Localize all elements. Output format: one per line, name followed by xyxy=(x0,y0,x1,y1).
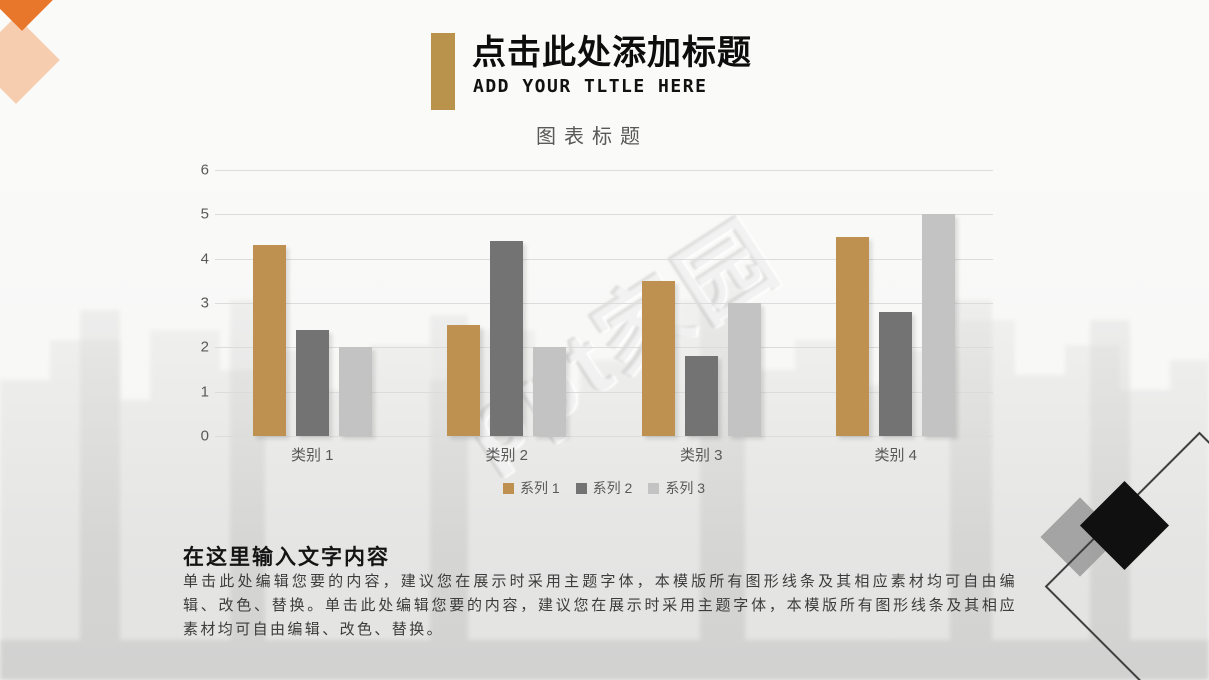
body-heading[interactable]: 在这里输入文字内容 xyxy=(183,546,390,569)
category-label: 类别 4 xyxy=(874,447,917,464)
bar-chart[interactable]: 0 1 2 3 4 5 6 类别 1 类别 2 类别 3 类别 4 系列 1 系列 2 系列 3 xyxy=(187,162,997,522)
bar-group xyxy=(410,170,605,436)
bar xyxy=(447,325,481,436)
bar xyxy=(533,347,567,436)
legend-swatch xyxy=(575,482,587,494)
legend-swatch xyxy=(502,482,514,494)
x-axis-category-labels: 类别 1 类别 2 类别 3 类别 4 xyxy=(215,444,993,465)
y-axis-tick-label: 5 xyxy=(200,205,209,223)
page-title[interactable]: 点击此处添加标题 xyxy=(472,34,752,72)
legend-item: 系列 3 xyxy=(648,478,705,498)
bar-groups xyxy=(215,170,993,436)
bar xyxy=(684,356,718,436)
legend-item: 系列 2 xyxy=(575,478,633,498)
bar-group xyxy=(215,170,410,436)
y-axis-tick-label: 4 xyxy=(200,250,209,268)
category-label: 类别 2 xyxy=(485,447,528,464)
bar xyxy=(922,214,956,436)
legend-swatch xyxy=(648,482,660,494)
y-axis-tick-label: 3 xyxy=(200,294,209,312)
chart-plot-area xyxy=(215,170,993,437)
y-axis-tick-label: 0 xyxy=(200,427,209,445)
bar xyxy=(252,245,286,436)
bar xyxy=(836,236,870,436)
chart-title[interactable]: 图表标题 xyxy=(536,126,648,148)
chart-legend: 系列 1 系列 2 系列 3 xyxy=(215,478,993,498)
y-axis-tick-label: 2 xyxy=(200,338,209,356)
bar xyxy=(641,280,675,436)
legend-item: 系列 1 xyxy=(502,478,560,498)
y-axis-tick-label: 1 xyxy=(200,383,209,401)
bar-group xyxy=(604,170,799,436)
y-axis: 0 1 2 3 4 5 6 xyxy=(187,162,209,522)
bar xyxy=(490,240,524,436)
bar xyxy=(295,329,329,436)
bar-group xyxy=(799,170,994,436)
page-subtitle[interactable]: ADD YOUR TLTLE HERE xyxy=(473,76,708,97)
legend-label: 系列 1 xyxy=(519,480,560,496)
legend-label: 系列 3 xyxy=(665,480,706,496)
bar xyxy=(727,303,761,436)
y-axis-tick-label: 6 xyxy=(200,161,209,179)
bar xyxy=(879,311,913,436)
title-accent-bar xyxy=(431,33,455,110)
category-label: 类别 1 xyxy=(290,447,334,464)
gridline xyxy=(215,436,993,437)
bar xyxy=(338,347,372,436)
legend-label: 系列 2 xyxy=(592,480,633,496)
category-label: 类别 3 xyxy=(679,447,723,464)
body-paragraph[interactable]: 单击此处编辑您要的内容，建议您在展示时采用主题字体，本模版所有图形线条及其相应素… xyxy=(183,573,1017,638)
